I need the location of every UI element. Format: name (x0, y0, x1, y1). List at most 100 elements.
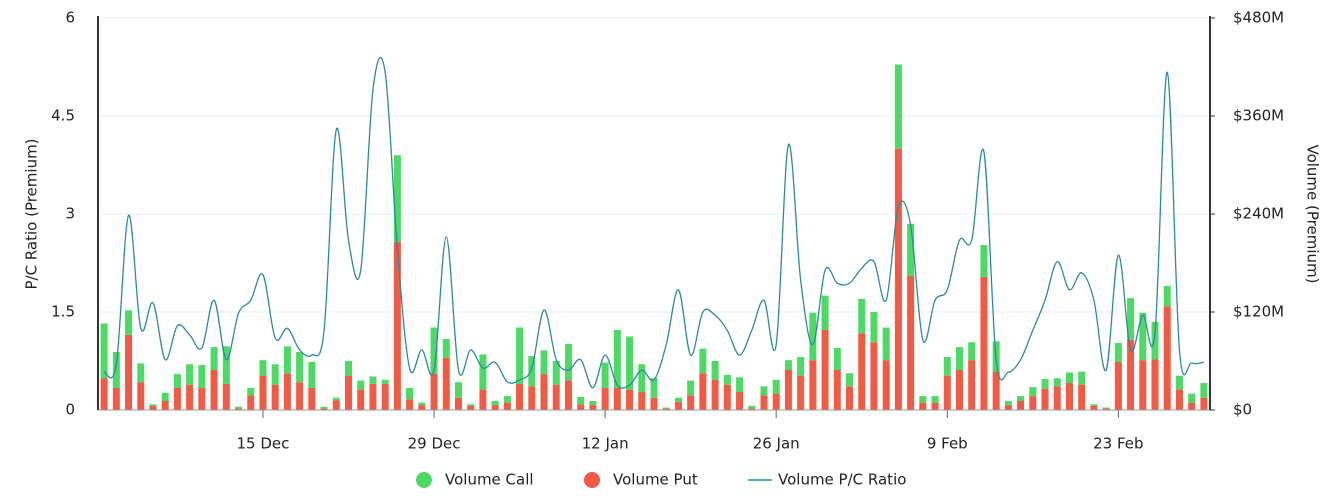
bar-segment (442, 357, 450, 410)
bar-segment (638, 392, 646, 410)
y-tick-label: 6 (65, 9, 75, 27)
bar-segment (662, 407, 670, 409)
bar-segment (1041, 388, 1049, 410)
bar-segment (345, 375, 353, 410)
bar-segment (393, 155, 401, 242)
y-tick-label: 0 (65, 401, 75, 419)
bar-segment (516, 383, 524, 410)
bar-segment (198, 365, 206, 388)
bar-segment (296, 382, 304, 410)
bar-segment (1175, 389, 1183, 410)
bar-segment (577, 404, 585, 410)
bar-segment (442, 338, 450, 358)
bar-segment (1114, 343, 1122, 362)
bar-segment (809, 360, 817, 410)
bar-segment (760, 395, 768, 410)
bar-segment (821, 295, 829, 330)
legend-item[interactable]: Volume P/C Ratio (748, 471, 906, 489)
bar-segment (638, 364, 646, 393)
bar-segment (173, 387, 181, 410)
bar-segment (100, 378, 108, 410)
bar-segment (210, 369, 218, 410)
bar-segment (1090, 405, 1098, 410)
bar-segment (479, 354, 487, 390)
bar-segment (406, 387, 414, 400)
bar-segment (736, 377, 744, 393)
bar-segment (247, 387, 255, 396)
bar-segment (125, 310, 133, 335)
bar-segment (699, 373, 707, 410)
x-tick-label: 15 Dec (237, 435, 290, 453)
bar-segment (1004, 401, 1012, 406)
bar-segment (894, 148, 902, 410)
bar-segment (907, 223, 915, 277)
bar-segment (271, 364, 279, 385)
bar-segment (564, 380, 572, 410)
bar-segment (1139, 360, 1147, 410)
bar-segment (980, 245, 988, 277)
bar-segment (357, 380, 365, 390)
y2-tick-label: $240M (1233, 205, 1284, 223)
bar-segment (833, 369, 841, 410)
bar-segment (674, 401, 682, 410)
bar-segment (186, 364, 194, 385)
bar-segment (968, 360, 976, 410)
bar-segment (503, 396, 511, 403)
bar-segment (100, 323, 108, 379)
x-tick-label: 26 Jan (753, 435, 800, 453)
y-axis-title: P/C Ratio (Premium) (23, 138, 41, 289)
bar-segment (809, 312, 817, 361)
bar-segment (491, 405, 499, 410)
bar-segment (1139, 312, 1147, 361)
bar-segment (1151, 359, 1159, 410)
bar-segment (125, 334, 133, 410)
bar-segment (723, 374, 731, 385)
bar-segment (955, 347, 963, 370)
legend-label: Volume Call (445, 471, 534, 489)
bar-segment (552, 361, 560, 385)
bar-segment (589, 401, 597, 406)
bar-segment (1078, 384, 1086, 410)
bar-segment (161, 392, 169, 402)
y2-tick-label: $480M (1233, 9, 1284, 27)
legend-label: Volume P/C Ratio (778, 471, 906, 489)
legend-item[interactable]: Volume Put (584, 471, 698, 489)
bar-segment (467, 405, 475, 410)
bar-segment (308, 387, 316, 410)
bar-segment (1004, 405, 1012, 410)
legend-swatch (584, 472, 600, 488)
bar-segment (1127, 339, 1135, 410)
y2-axis-title: Volume (Premium) (1304, 144, 1322, 283)
legend-label: Volume Put (613, 471, 698, 489)
bar-segment (1200, 383, 1208, 398)
bar-segment (1114, 361, 1122, 410)
bar-segment (968, 342, 976, 361)
bar-segment (821, 329, 829, 410)
bar-segment (235, 408, 243, 410)
bar-segment (1188, 393, 1196, 403)
bar-segment (308, 361, 316, 388)
bar-segment (381, 383, 389, 410)
bar-segment (1102, 407, 1110, 409)
bar-segment (112, 387, 120, 410)
bar-segment (1102, 408, 1110, 410)
legend-item[interactable]: Volume Call (416, 471, 534, 489)
bar-segment (222, 346, 230, 384)
bar-segment (552, 384, 560, 410)
bar-segment (247, 395, 255, 410)
bar-segment (1065, 372, 1073, 384)
bar-segment (650, 397, 658, 410)
bar-segment (479, 389, 487, 410)
bar-segment (332, 400, 340, 410)
bar-segment (650, 378, 658, 398)
bar-segment (418, 405, 426, 410)
bar-segment (797, 375, 805, 410)
bar-segment (369, 376, 377, 384)
bar-segment (1200, 397, 1208, 410)
bar-segment (112, 352, 120, 388)
bar-segment (210, 347, 218, 370)
bar-segment (919, 402, 927, 410)
bar-segment (626, 336, 634, 390)
bar-segment (870, 312, 878, 343)
